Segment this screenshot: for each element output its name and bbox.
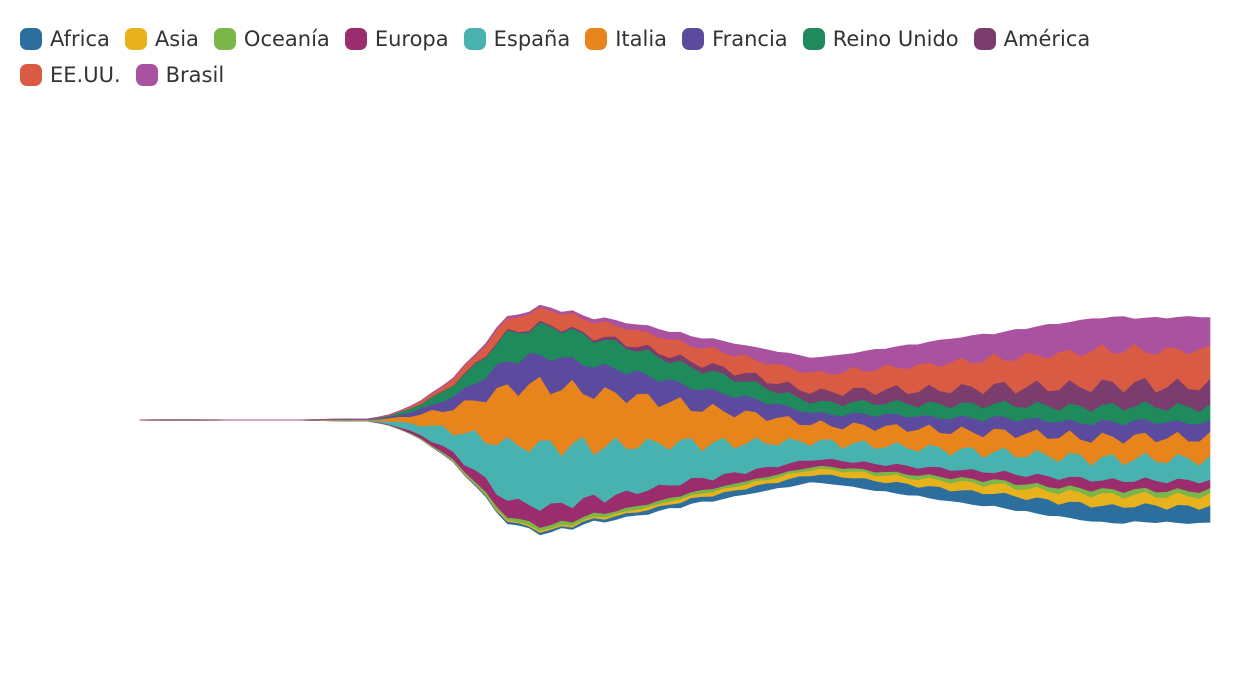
legend-swatch [20, 28, 42, 50]
legend-label: Italia [615, 27, 668, 51]
legend-swatch [20, 64, 42, 86]
stream-layers [139, 304, 1211, 536]
legend-swatch [124, 28, 147, 50]
chart-legend: Africa Asia Oceanía Europa España Italia Franc… [20, 28, 1220, 86]
legend-label: Europa [374, 27, 449, 51]
legend-item[interactable]: Oceanía [213, 27, 330, 51]
legend-label: España [493, 27, 571, 51]
legend-swatch [463, 28, 486, 50]
legend-swatch [973, 28, 996, 50]
legend-label: EE.UU. [50, 63, 121, 87]
legend-label: Oceanía [243, 27, 330, 51]
legend-swatch [802, 28, 825, 50]
legend-item[interactable]: España [463, 27, 571, 51]
legend-label: Brasil [165, 63, 225, 87]
legend-item[interactable]: Africa [20, 28, 110, 50]
legend-item[interactable]: Brasil [135, 63, 225, 87]
legend-item[interactable]: Reino Unido [802, 27, 959, 51]
legend-swatch [682, 28, 705, 50]
legend-label: Africa [50, 27, 110, 51]
legend-item[interactable]: Francia [682, 28, 788, 50]
legend-item[interactable]: Europa [344, 27, 449, 51]
legend-swatch [213, 28, 236, 50]
legend-item[interactable]: Italia [585, 28, 667, 50]
legend-label: Francia [712, 27, 788, 51]
legend-item[interactable]: EE.UU. [20, 64, 121, 86]
legend-item[interactable]: América [973, 27, 1091, 51]
legend-label: América [1003, 27, 1091, 51]
legend-item[interactable]: Asia [124, 27, 199, 51]
stream-layer-brasil[interactable] [139, 304, 1211, 421]
legend-label: Asia [154, 27, 199, 51]
legend-swatch [344, 28, 367, 50]
legend-label: Reino Unido [832, 27, 959, 51]
legend-swatch [585, 28, 608, 50]
legend-swatch [135, 64, 158, 86]
